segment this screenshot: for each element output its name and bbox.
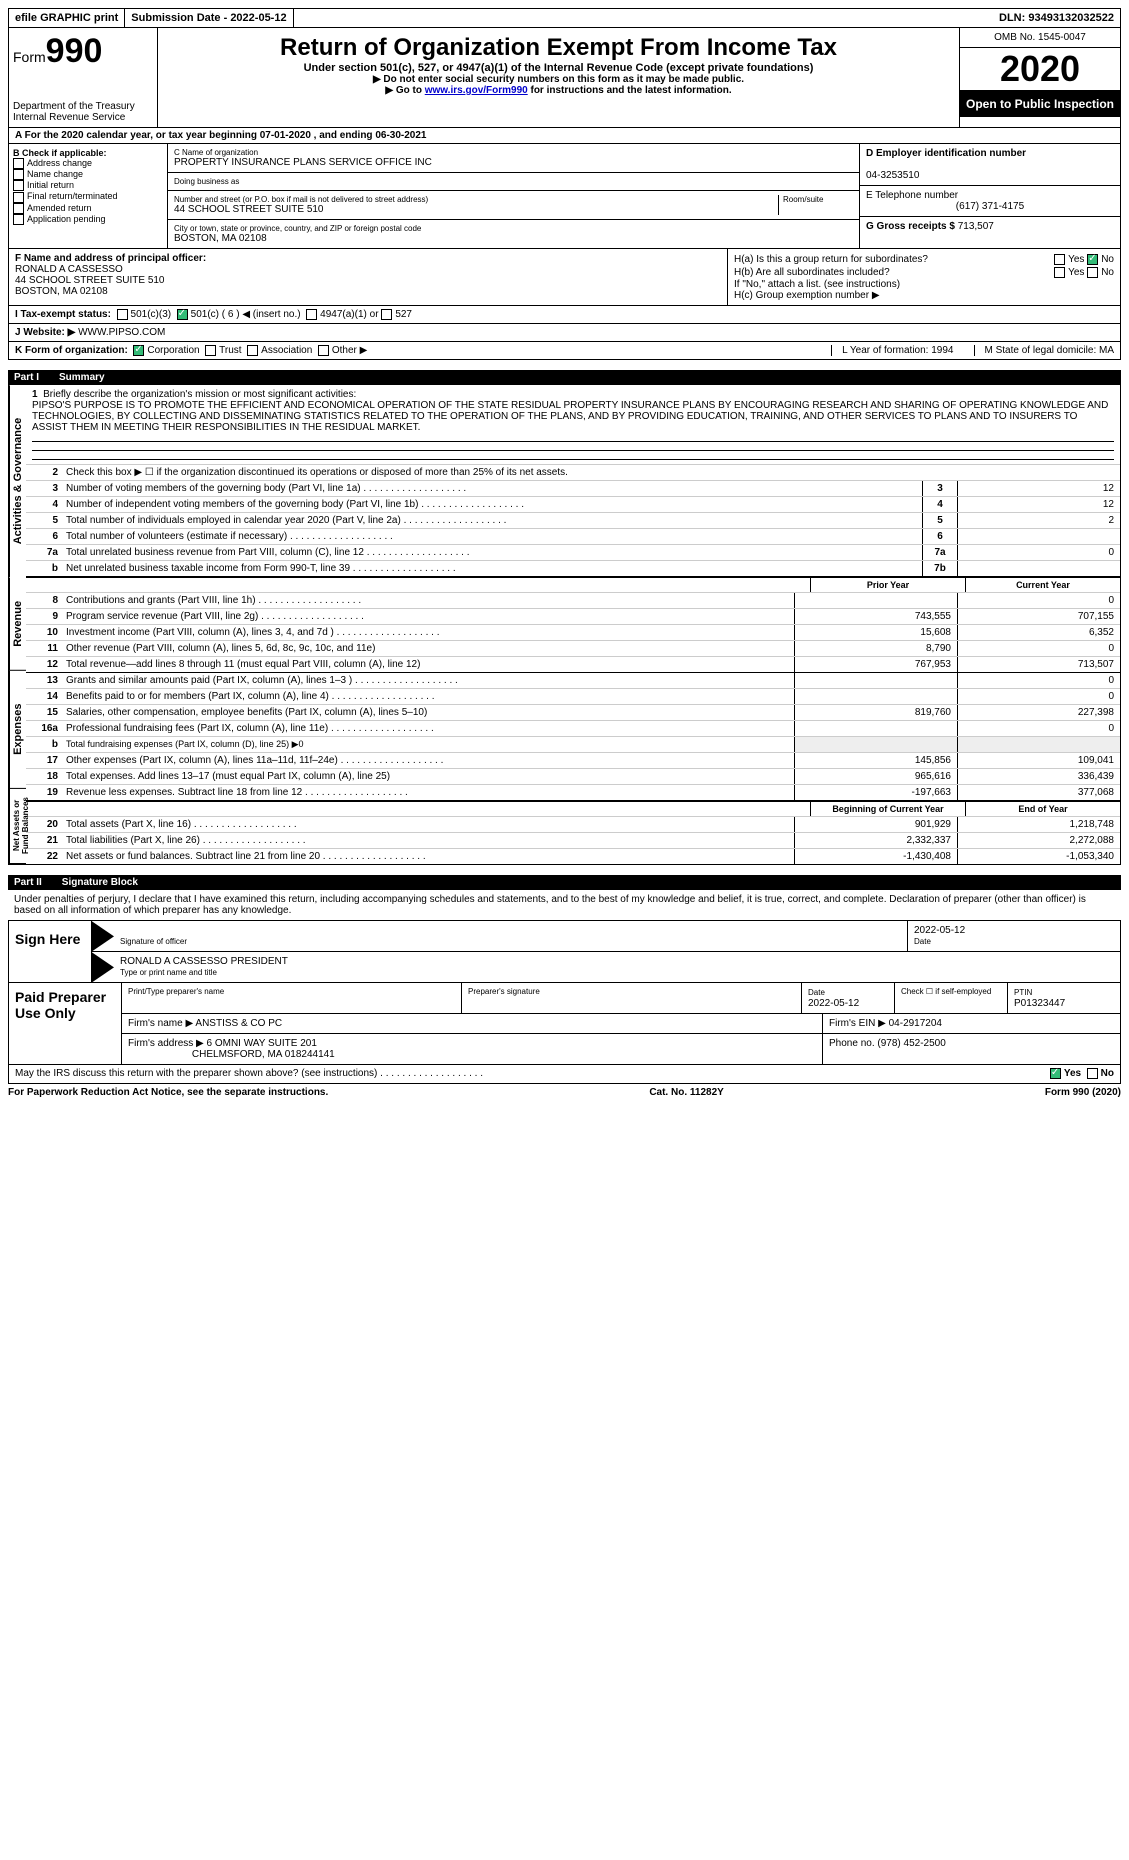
sign-here-label: Sign Here	[9, 921, 92, 982]
C-name-label: C Name of organization	[174, 148, 853, 157]
open-public: Open to Public Inspection	[960, 91, 1120, 117]
street: 44 SCHOOL STREET SUITE 510	[174, 204, 774, 215]
top-bar: efile GRAPHIC print Submission Date - 20…	[8, 8, 1121, 28]
period-row: A For the 2020 calendar year, or tax yea…	[8, 128, 1121, 144]
year-formed: L Year of formation: 1994	[831, 345, 953, 356]
cb-4947[interactable]	[306, 309, 317, 320]
hb-yes[interactable]	[1054, 267, 1065, 278]
mission-text: PIPSO'S PURPOSE IS TO PROMOTE THE EFFICI…	[32, 400, 1108, 433]
city: BOSTON, MA 02108	[174, 233, 853, 244]
form-title: Return of Organization Exempt From Incom…	[168, 34, 949, 62]
omb-number: OMB No. 1545-0047	[960, 28, 1120, 48]
tax-year: 2020	[960, 48, 1120, 91]
cat-no: Cat. No. 11282Y	[649, 1087, 723, 1098]
phone: (617) 371-4175	[866, 201, 1114, 212]
org-name: PROPERTY INSURANCE PLANS SERVICE OFFICE …	[174, 157, 853, 168]
website: WWW.PIPSO.COM	[78, 327, 165, 338]
pra-notice: For Paperwork Reduction Act Notice, see …	[8, 1087, 328, 1098]
officer-sig-name: RONALD A CASSESSO PRESIDENT	[120, 956, 288, 967]
cb-527[interactable]	[381, 309, 392, 320]
efile-label: efile GRAPHIC print	[9, 9, 125, 27]
dln: DLN: 93493132032522	[993, 9, 1120, 27]
cb-pending[interactable]	[13, 214, 24, 225]
vert-net: Net Assets or Fund Balances	[9, 788, 26, 864]
cb-name[interactable]	[13, 169, 24, 180]
B-label: B Check if applicable:	[13, 148, 107, 158]
form-subtitle: Under section 501(c), 527, or 4947(a)(1)…	[168, 62, 949, 74]
ptin: P01323447	[1014, 998, 1065, 1009]
declaration: Under penalties of perjury, I declare th…	[8, 890, 1121, 921]
submission-date: Submission Date - 2022-05-12	[125, 9, 293, 27]
discuss-question: May the IRS discuss this return with the…	[15, 1068, 483, 1079]
cb-initial[interactable]	[13, 180, 24, 191]
form-number: 990	[46, 32, 103, 70]
cb-address[interactable]	[13, 158, 24, 169]
vert-revenue: Revenue	[9, 578, 26, 671]
instr-ssn: ▶ Do not enter social security numbers o…	[168, 74, 949, 85]
cb-501c[interactable]	[177, 309, 188, 320]
gross-receipts: 713,507	[958, 221, 994, 232]
info-grid: B Check if applicable: Address change Na…	[8, 144, 1121, 249]
row-FH: F Name and address of principal officer:…	[8, 249, 1121, 306]
irs: Internal Revenue Service	[13, 112, 153, 123]
paid-preparer-label: Paid Preparer Use Only	[9, 983, 122, 1064]
firm-ein: 04-2917204	[889, 1018, 942, 1029]
firm-name: ANSTISS & CO PC	[195, 1018, 282, 1029]
form-header: Form990 Department of the Treasury Inter…	[8, 28, 1121, 128]
ein: 04-3253510	[866, 170, 919, 181]
cb-other[interactable]	[318, 345, 329, 356]
cb-501c3[interactable]	[117, 309, 128, 320]
firm-phone: (978) 452-2500	[877, 1038, 945, 1049]
discuss-no[interactable]	[1087, 1068, 1098, 1079]
irs-link[interactable]: www.irs.gov/Form990	[425, 85, 528, 96]
discuss-yes[interactable]	[1050, 1068, 1061, 1079]
part2-header: Part IISignature Block	[8, 875, 1121, 890]
cb-amended[interactable]	[13, 203, 24, 214]
form-label: Form	[13, 49, 46, 65]
officer-name: RONALD A CASSESSO	[15, 264, 123, 275]
v3: 12	[957, 481, 1120, 496]
cb-corp[interactable]	[133, 345, 144, 356]
hb-no[interactable]	[1087, 267, 1098, 278]
part1-header: Part ISummary	[8, 370, 1121, 385]
state-domicile: M State of legal domicile: MA	[974, 345, 1115, 356]
dept-treasury: Department of the Treasury	[13, 101, 153, 112]
vert-expenses: Expenses	[9, 671, 26, 789]
form-footer: Form 990 (2020)	[1045, 1087, 1121, 1098]
row-I: I Tax-exempt status: 501(c)(3) 501(c) ( …	[8, 306, 1121, 324]
cb-assoc[interactable]	[247, 345, 258, 356]
vert-activities: Activities & Governance	[9, 385, 26, 577]
cb-trust[interactable]	[205, 345, 216, 356]
ha-yes[interactable]	[1054, 254, 1065, 265]
cb-final[interactable]	[13, 192, 24, 203]
ha-no[interactable]	[1087, 254, 1098, 265]
